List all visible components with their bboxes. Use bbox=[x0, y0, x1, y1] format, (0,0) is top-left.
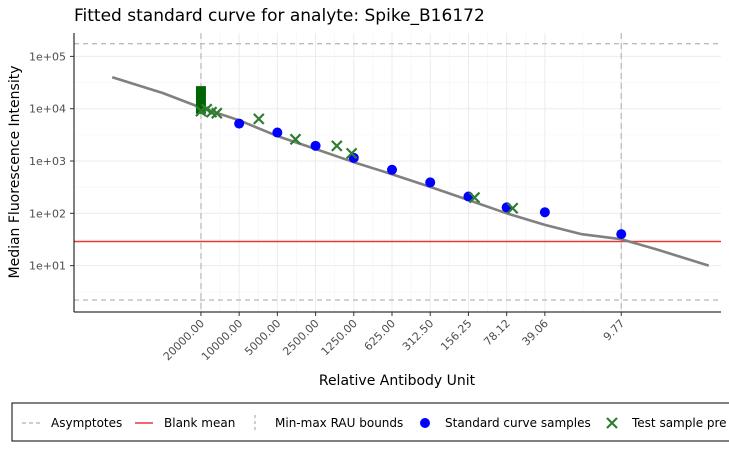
x-tick-label: 1250.00 bbox=[319, 317, 360, 358]
standard-sample-point bbox=[234, 118, 245, 129]
fitted-curve-layer bbox=[111, 75, 710, 267]
x-tick-label: 9.77 bbox=[601, 317, 628, 344]
x-tick-label: 312.50 bbox=[400, 317, 436, 353]
y-axis-label: Median Fluorescence Intensity bbox=[7, 66, 23, 279]
grid bbox=[74, 33, 721, 312]
x-tick-label: 625.00 bbox=[362, 317, 398, 353]
y-axis-ticks: 1e+01 1e+02 1e+03 1e+04 1e+05 bbox=[29, 50, 74, 273]
test-sample-point bbox=[331, 140, 343, 152]
x-tick-label: 2500.00 bbox=[280, 317, 321, 358]
legend-label: Test sample pre bbox=[631, 416, 727, 430]
legend-key-test-sample bbox=[606, 417, 618, 429]
y-tick-label: 1e+01 bbox=[29, 260, 66, 273]
legend-label: Min-max RAU bounds bbox=[275, 416, 403, 430]
standard-sample-point bbox=[348, 152, 359, 163]
test-sample-point bbox=[506, 202, 519, 215]
chart-title: Fitted standard curve for analyte: Spike… bbox=[74, 6, 485, 26]
test-sample-point bbox=[253, 113, 265, 125]
test-prediction-stack bbox=[195, 86, 206, 114]
x-tick-label: 156.25 bbox=[438, 317, 474, 353]
standard-sample-point bbox=[539, 207, 550, 218]
standard-sample-point bbox=[616, 229, 627, 240]
legend-entries: Asymptotes Blank mean Min-max RAU bounds St… bbox=[22, 415, 727, 431]
x-tick-label: 5000.00 bbox=[242, 317, 283, 358]
y-tick-label: 1e+04 bbox=[29, 103, 66, 116]
legend-label: Blank mean bbox=[164, 416, 235, 430]
x-tick-label: 39.06 bbox=[520, 317, 551, 348]
x-tick-label: 78.12 bbox=[481, 317, 512, 348]
legend-label: Standard curve samples bbox=[445, 416, 591, 430]
standard-sample-point bbox=[387, 164, 398, 175]
x-tick-label: 10000.00 bbox=[199, 317, 245, 363]
x-axis-label: Relative Antibody Unit bbox=[319, 373, 476, 389]
legend: Asymptotes Blank mean Min-max RAU bounds St… bbox=[11, 402, 729, 442]
y-tick-label: 1e+05 bbox=[29, 50, 66, 63]
reference-lines bbox=[74, 33, 721, 312]
data-points bbox=[195, 86, 627, 240]
test-sample-point bbox=[211, 107, 223, 119]
standard-sample-point bbox=[272, 127, 283, 138]
fitted-curve bbox=[111, 75, 710, 267]
y-tick-label: 1e+03 bbox=[29, 155, 66, 168]
test-sample-point bbox=[345, 147, 358, 160]
legend-label: Asymptotes bbox=[51, 416, 122, 430]
test-sample-point bbox=[289, 133, 302, 146]
test-sample-point bbox=[468, 191, 481, 204]
legend-key-standard-sample bbox=[420, 418, 430, 428]
y-tick-label: 1e+02 bbox=[29, 207, 66, 220]
standard-sample-point bbox=[425, 177, 436, 188]
standard-sample-point bbox=[310, 140, 321, 151]
